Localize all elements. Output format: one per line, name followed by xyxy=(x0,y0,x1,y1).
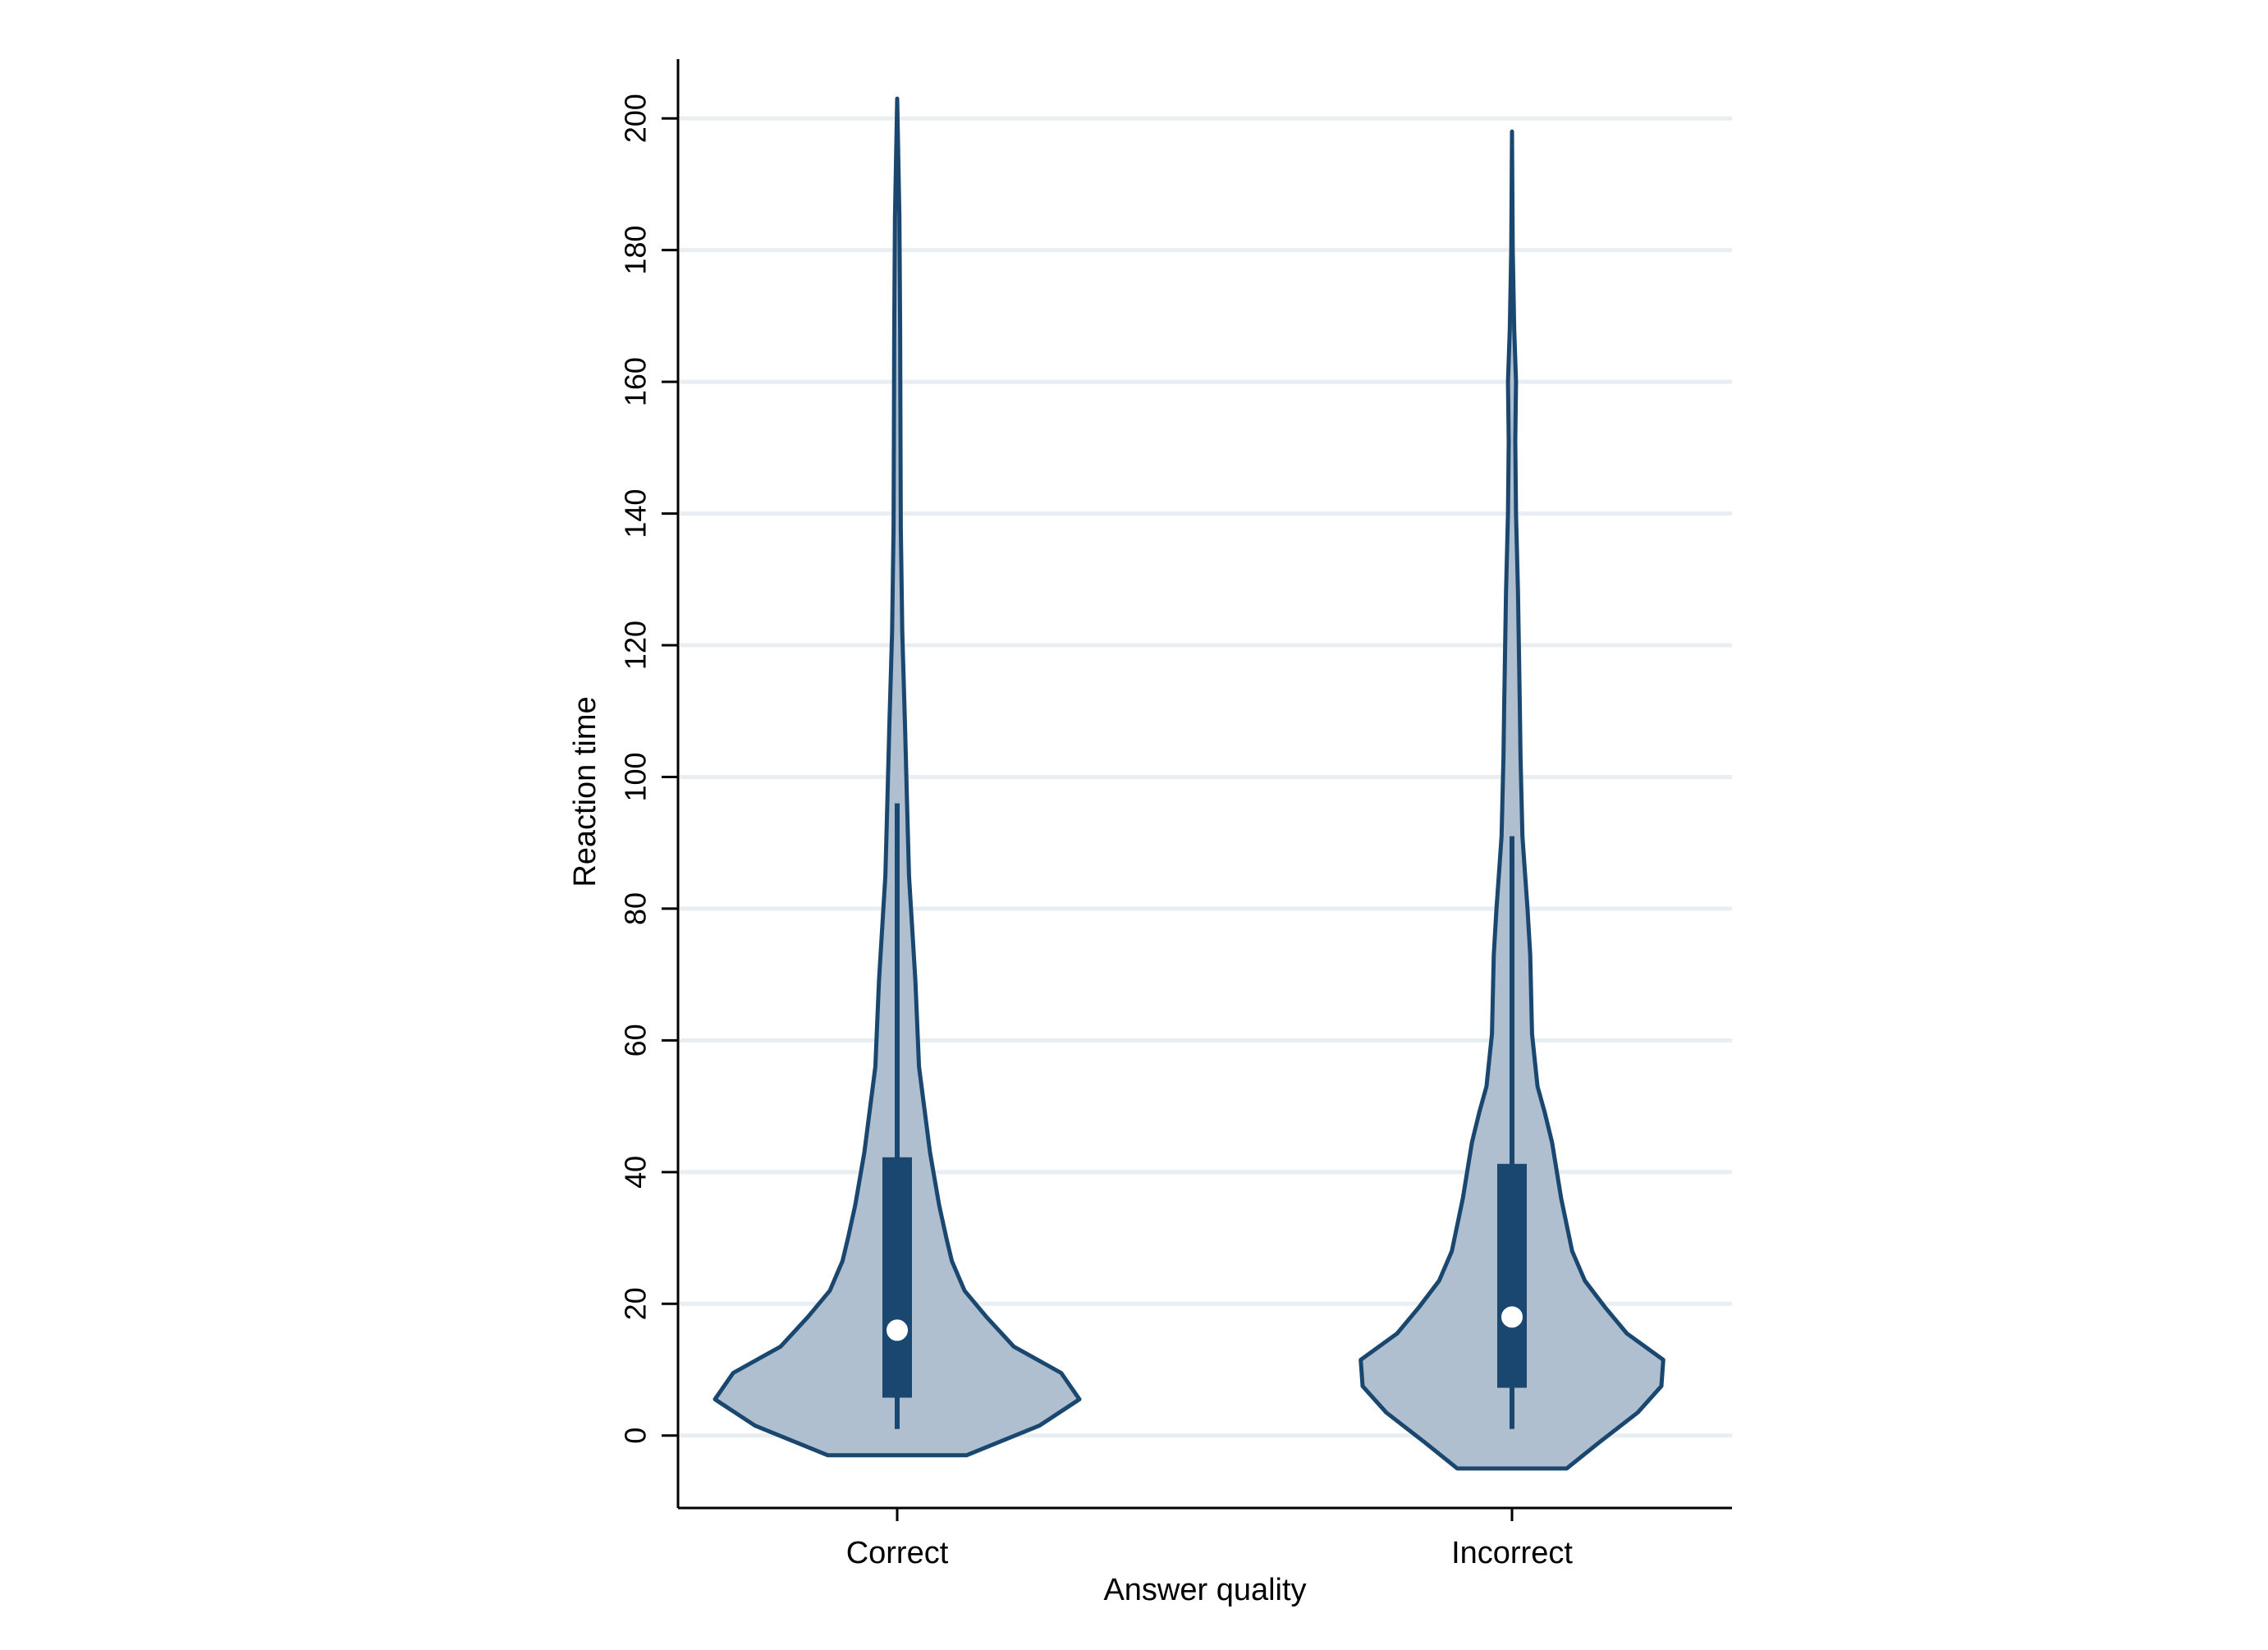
iqr-box-correct xyxy=(882,1157,912,1398)
x-category-labels: Correct Incorrect xyxy=(846,1508,1573,1570)
violin-body-incorrect xyxy=(1359,129,1665,1471)
y-ticks: 0 20 40 60 80 100 120 140 160 180 200 xyxy=(619,94,678,1444)
y-tick-label-60: 60 xyxy=(619,1024,653,1056)
y-tick-label-120: 120 xyxy=(619,621,653,670)
x-axis-title: Answer quality xyxy=(1103,1573,1306,1607)
median-marker-correct xyxy=(883,1316,911,1345)
y-tick-label-180: 180 xyxy=(619,226,653,275)
x-category-label-incorrect: Incorrect xyxy=(1451,1536,1573,1570)
violin-incorrect xyxy=(1359,129,1665,1471)
y-tick-label-0: 0 xyxy=(619,1428,653,1444)
violin-body-correct xyxy=(712,96,1082,1458)
median-marker-incorrect xyxy=(1498,1303,1526,1331)
grid-lines xyxy=(680,116,1732,1438)
y-tick-label-200: 200 xyxy=(619,94,653,143)
y-tick-label-20: 20 xyxy=(619,1287,653,1320)
violins xyxy=(712,96,1665,1471)
y-tick-label-40: 40 xyxy=(619,1156,653,1189)
y-tick-label-100: 100 xyxy=(619,752,653,801)
axes xyxy=(676,59,1732,1510)
y-axis-title: Reaction time xyxy=(568,696,603,887)
violin-correct xyxy=(712,96,1082,1458)
y-tick-label-140: 140 xyxy=(619,489,653,539)
x-category-label-correct: Correct xyxy=(846,1536,949,1570)
y-tick-label-80: 80 xyxy=(619,892,653,925)
y-tick-label-160: 160 xyxy=(619,357,653,406)
iqr-box-incorrect xyxy=(1497,1163,1527,1388)
